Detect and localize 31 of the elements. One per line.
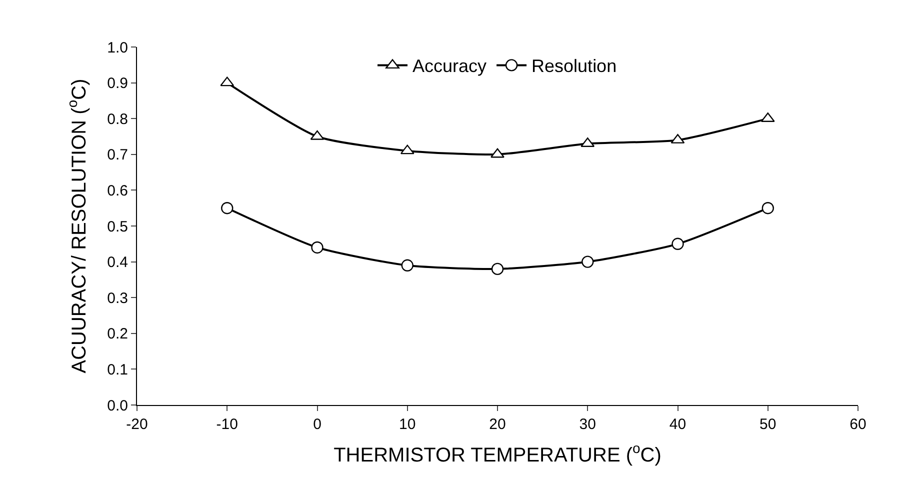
y-tick-label: 0.7 — [107, 146, 128, 164]
x-tick-label: 50 — [760, 416, 776, 433]
y-tick-label: 0.6 — [107, 182, 128, 200]
point — [221, 202, 234, 214]
x-tick-label: 60 — [850, 416, 866, 433]
x-tick-label: 40 — [669, 416, 686, 433]
point — [311, 241, 324, 254]
point — [491, 262, 504, 276]
x-tick-label: -10 — [216, 416, 238, 433]
y-tick-label: 0.0 — [107, 397, 128, 414]
point — [762, 202, 774, 214]
y-tick-label: 0.8 — [107, 110, 128, 128]
x-tick-label: 10 — [399, 416, 416, 433]
legend-label: Accuracy — [412, 56, 487, 76]
y-tick-label: 1.0 — [107, 39, 128, 56]
y-tick-label: 0.4 — [107, 254, 128, 272]
x-tick-label: 20 — [489, 416, 506, 433]
y-tick-label: 0.5 — [107, 218, 128, 236]
point — [672, 238, 684, 250]
point — [490, 148, 504, 158]
x-tick-label: -20 — [126, 416, 148, 433]
x-axis-title: THERMISTOR TEMPERATURE ($^{o}$C) — [334, 440, 662, 466]
y-tick-label: 0.1 — [107, 361, 128, 378]
y-tick-label: 0.3 — [107, 290, 128, 307]
x-tick-label: 0 — [313, 416, 322, 433]
legend-label: Resolution — [532, 56, 617, 76]
point — [582, 256, 594, 268]
y-tick-label: 0.2 — [107, 326, 128, 343]
point — [401, 259, 414, 272]
y-tick-label: 0.9 — [107, 75, 128, 92]
x-tick-label: 30 — [579, 416, 596, 433]
